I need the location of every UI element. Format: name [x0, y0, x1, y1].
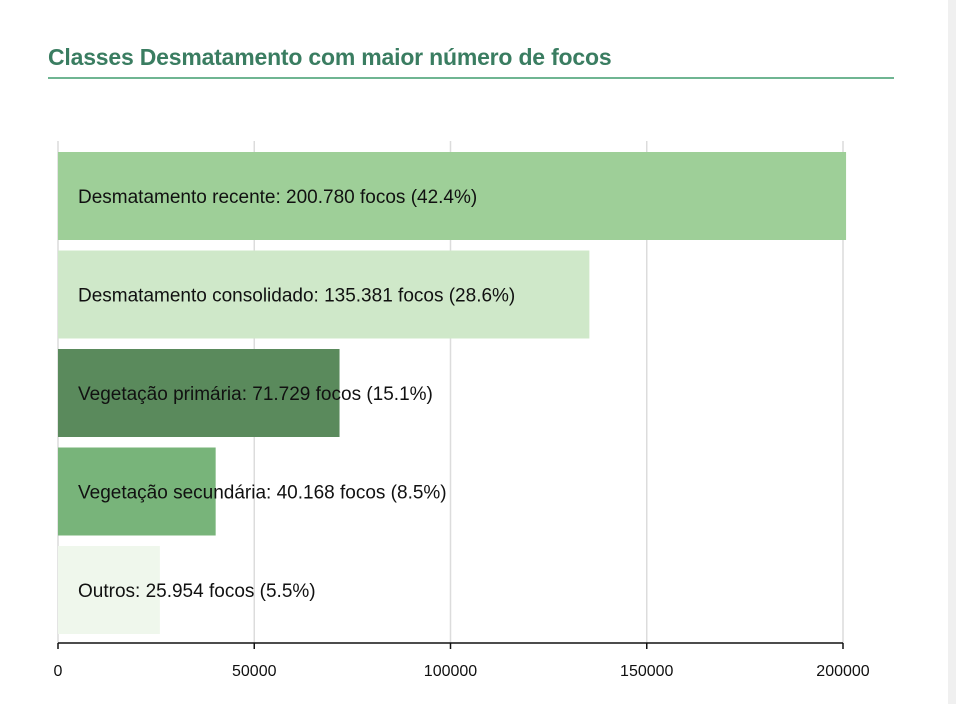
x-tick-label-3: 150000 [620, 663, 673, 680]
bar-labels: Desmatamento recente: 200.780 focos (42.… [78, 187, 515, 602]
bar-label-1: Desmatamento consolidado: 135.381 focos … [78, 286, 515, 307]
x-tick-label-4: 200000 [816, 663, 869, 680]
bar-1[interactable] [58, 250, 590, 339]
title-divider [48, 77, 894, 79]
x-tick-label-1: 50000 [232, 663, 277, 680]
bar-2[interactable] [58, 349, 340, 437]
bar-0[interactable] [58, 152, 847, 240]
chart-title: Classes Desmatamento com maior número de… [48, 44, 612, 70]
x-axis: 0 50000 100000 150000 200000 [54, 642, 870, 680]
bar-4[interactable] [58, 546, 160, 634]
bar-label-4: Outros: 25.954 focos (5.5%) [78, 581, 316, 602]
x-tick-label-0: 0 [54, 663, 63, 680]
bar-3[interactable] [58, 447, 216, 536]
bar-label-0: Desmatamento recente: 200.780 focos (42.… [78, 187, 477, 208]
x-tick-label-2: 100000 [424, 663, 477, 680]
bars [58, 152, 847, 634]
scrollbar-track[interactable] [948, 0, 956, 704]
bar-label-2: Vegetação primária: 71.729 focos (15.1%) [78, 384, 433, 405]
bar-label-3: Vegetação secundária: 40.168 focos (8.5%… [78, 483, 447, 504]
